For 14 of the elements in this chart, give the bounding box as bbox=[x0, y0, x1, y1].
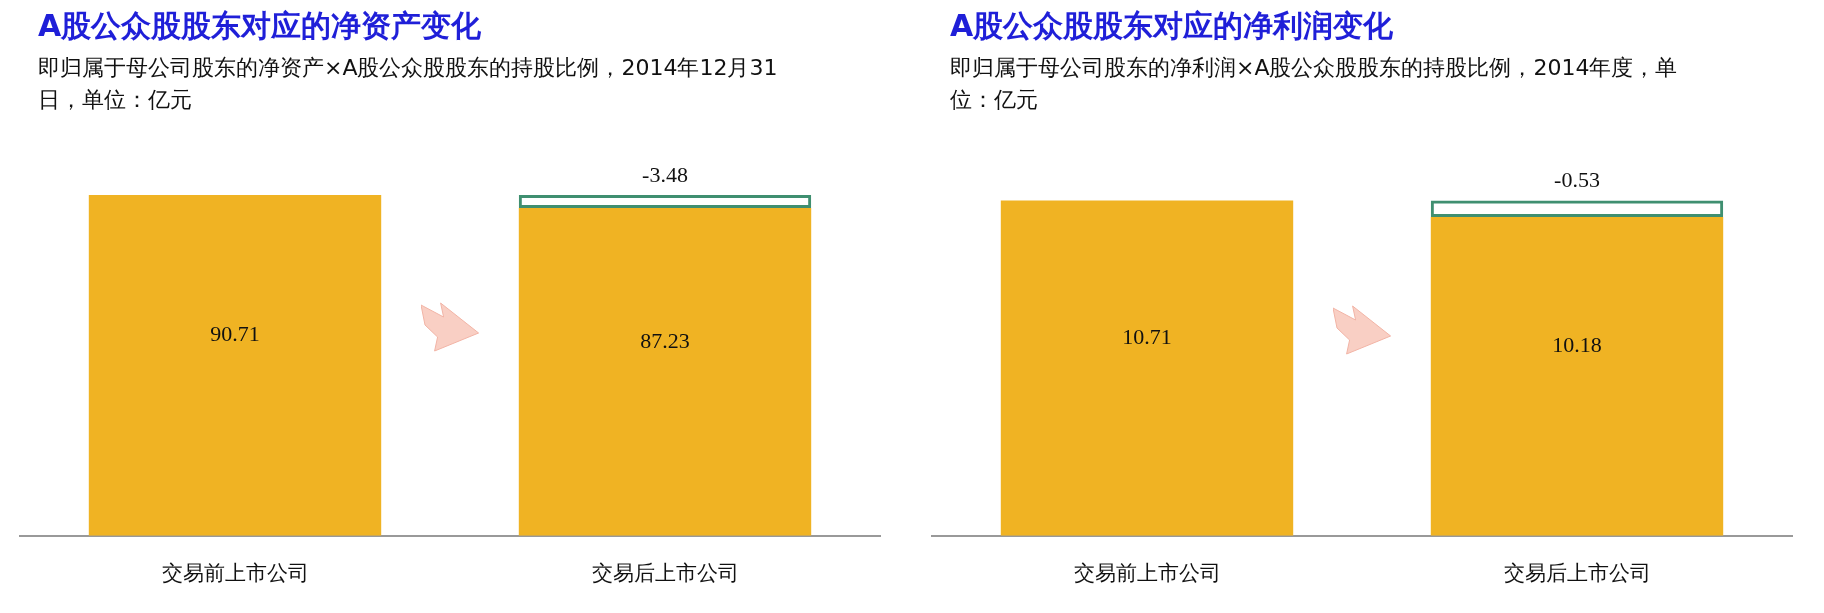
annotation: -3.48 bbox=[642, 161, 688, 187]
data-label: 87.23 bbox=[640, 327, 690, 353]
chart-title: A股公众股股东对应的净资产变化 bbox=[38, 7, 482, 45]
x-tick-label: 交易前上市公司 bbox=[1073, 561, 1221, 585]
annotation: -0.53 bbox=[1554, 167, 1600, 193]
data-label: 90.71 bbox=[210, 321, 260, 347]
x-tick-label: 交易后上市公司 bbox=[1503, 561, 1651, 585]
x-tick-label: 交易前上市公司 bbox=[161, 561, 309, 585]
x-tick-label: 交易后上市公司 bbox=[591, 561, 739, 585]
data-label: 10.18 bbox=[1552, 332, 1602, 358]
chart-title: A股公众股股东对应的净利润变化 bbox=[950, 7, 1394, 45]
chart-subtitle: 即归属于母公司股东的净资产×A股公众股股东的持股比例，2014年12月31日，单位：亿元 bbox=[38, 54, 779, 114]
chart-subtitle: 即归属于母公司股东的净利润×A股公众股股东的持股比例，2014年度，单位：亿元 bbox=[950, 54, 1679, 114]
data-label: 10.71 bbox=[1122, 323, 1172, 349]
